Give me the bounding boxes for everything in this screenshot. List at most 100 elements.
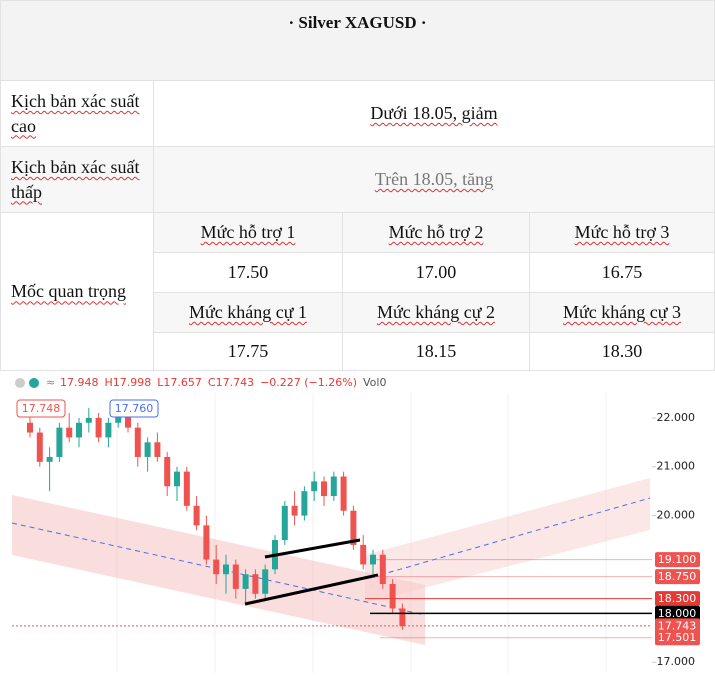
price-tag <box>655 618 700 634</box>
row-label: Kịch bản xác suất thấp <box>0 146 154 213</box>
price-tag <box>655 591 700 607</box>
price-box <box>109 399 159 418</box>
candle-body <box>223 564 229 575</box>
cell: Mức hỗ trợ 2 <box>342 212 530 253</box>
candle-body <box>134 427 141 457</box>
text: Kịch bản xác suất thấp <box>11 157 140 202</box>
price-tag <box>655 605 700 621</box>
trend-line <box>244 573 379 606</box>
candle-body <box>291 505 298 516</box>
ohlc-label: Vol0 <box>363 376 386 389</box>
candle-body <box>164 456 171 487</box>
candle-body <box>213 559 220 575</box>
cell: 16.75 <box>529 252 715 293</box>
price-tag-label: 18.750 <box>658 570 697 583</box>
candle-body <box>330 476 337 497</box>
candle-body <box>193 505 200 526</box>
candle-body <box>56 427 63 457</box>
candle-body <box>301 491 308 516</box>
candle-body <box>360 544 367 565</box>
y-tick-label: 20.000 <box>657 509 696 522</box>
ohlc-label: −0.227 (−1.26%) <box>260 376 357 389</box>
title: · Silver XAGUSD · <box>0 0 715 81</box>
price-tag <box>655 569 700 585</box>
price-box-label: 17.748 <box>22 402 61 415</box>
candle-body <box>311 481 318 492</box>
price-tag-label: 18.300 <box>658 592 697 605</box>
ohlc-label: C17.743 <box>208 376 254 389</box>
trend-line <box>264 538 361 559</box>
cell: 18.30 <box>529 332 715 371</box>
price-box <box>16 399 66 418</box>
text: Mốc quan trọng <box>11 281 126 302</box>
price-tag-label: 18.000 <box>658 607 697 620</box>
text: Mức kháng cự 2 <box>377 302 495 322</box>
y-tick-label: 22.000 <box>657 411 696 424</box>
chart: ≈ 22.000 21.000 20.000 17.000 19.100 18.750 18… <box>11 376 700 673</box>
cell: 18.15 <box>342 332 530 371</box>
candle-body <box>95 417 102 438</box>
cell: Mức kháng cự 3 <box>529 292 715 333</box>
candle-body <box>174 471 180 487</box>
cell: Dưới 18.05, giảm <box>153 80 715 147</box>
cell: 17.00 <box>342 252 530 293</box>
price-tag <box>655 630 700 646</box>
candle-body <box>154 442 161 457</box>
candle-body <box>389 584 396 609</box>
text: Mức hỗ trợ 3 <box>574 222 670 242</box>
candle-body <box>232 564 239 589</box>
candle-body <box>66 427 73 438</box>
trend-line <box>379 497 651 576</box>
candle-body <box>27 422 33 433</box>
y-tick-label: 21.000 <box>657 460 696 473</box>
candle-body <box>321 481 327 497</box>
cell: Mức kháng cự 2 <box>342 292 530 333</box>
candle-body <box>399 608 406 627</box>
row-label: Mốc quan trọng <box>0 212 154 371</box>
price-tag <box>655 552 700 568</box>
candle-body <box>262 569 269 594</box>
candle-body <box>144 442 151 457</box>
row-label: Kịch bản xác suất cao <box>0 80 154 147</box>
candle-body <box>115 412 122 423</box>
ohlc-label: L17.657 <box>157 376 202 389</box>
ohlc-label: H17.998 <box>105 376 152 389</box>
candle-body <box>350 510 357 545</box>
text: Dưới 18.05, giảm <box>370 103 498 123</box>
icon <box>15 378 25 388</box>
candle-body <box>76 422 82 438</box>
icon <box>29 378 39 388</box>
text: Mức hỗ trợ 2 <box>388 222 484 242</box>
price-tag-label: 17.743 <box>658 619 697 632</box>
candle-body <box>46 456 53 462</box>
candle-body <box>281 505 288 541</box>
cell: Trên 18.05, tăng <box>153 146 715 213</box>
text: Mức hỗ trợ 1 <box>200 222 296 242</box>
candle-body <box>252 574 259 594</box>
candle-body <box>125 412 131 428</box>
price-box-label: 17.760 <box>115 402 154 415</box>
price-tag-label: 17.501 <box>658 631 697 644</box>
cell: Mức kháng cự 1 <box>153 292 343 333</box>
candle-body <box>105 422 112 438</box>
cell: Mức hỗ trợ 1 <box>153 212 343 253</box>
candle-body <box>36 432 43 462</box>
y-tick-label: 17.000 <box>657 655 696 668</box>
icon: ≈ <box>46 376 55 389</box>
candle-body <box>242 574 249 589</box>
text: Trên 18.05, tăng <box>374 169 494 189</box>
cell: 17.75 <box>153 332 343 371</box>
cell: 17.50 <box>153 252 343 293</box>
candle-body <box>85 417 92 423</box>
candle-body <box>183 471 190 506</box>
price-tag-label: 19.100 <box>658 553 697 566</box>
candle-body <box>379 554 386 585</box>
text: Mức kháng cự 1 <box>189 302 307 322</box>
candle-body <box>203 525 210 560</box>
cell: Mức hỗ trợ 3 <box>529 212 715 253</box>
candle-body <box>340 476 347 511</box>
text: Kịch bản xác suất cao <box>11 91 140 136</box>
table: · Silver XAGUSD · Kịch bản xác suất cao D… <box>0 0 715 371</box>
text: Mức kháng cự 3 <box>563 302 681 322</box>
